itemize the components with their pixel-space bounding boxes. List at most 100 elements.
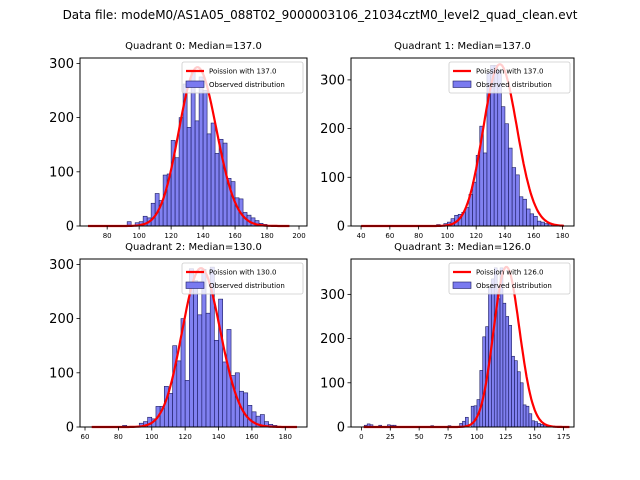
x-tick-label: 80 (414, 232, 423, 240)
histogram-bar (218, 298, 224, 428)
histogram-bar (247, 405, 253, 428)
x-tick-label: 60 (385, 232, 394, 240)
x-tick-label: 180 (260, 232, 273, 240)
x-tick-label: 160 (245, 433, 258, 441)
histogram-bar (508, 325, 512, 428)
subplot-title: Quadrant 3: Median=126.0 (394, 242, 531, 253)
x-tick-label: 140 (196, 232, 209, 240)
y-tick-label: 300 (49, 57, 74, 72)
histogram-bar (197, 314, 203, 428)
subplot-quadrant-2: Quadrant 2: Median=130.0 0 100 200 300 60 80 1… (49, 242, 308, 441)
x-tick-label: 100 (145, 433, 158, 441)
histogram-bar (214, 339, 219, 428)
x-tick-label: 140 (212, 433, 225, 441)
legend-entry-poisson: Poission with 126.0 (476, 269, 544, 277)
histogram-bar (497, 69, 502, 227)
histogram-bar (202, 90, 208, 227)
histogram-bar (537, 220, 542, 227)
histogram-bar (496, 298, 501, 428)
histogram-bar (483, 152, 488, 227)
histogram-bar (508, 147, 513, 227)
histogram-bar (505, 316, 510, 428)
histogram-bar (501, 106, 506, 227)
legend-bar-swatch (452, 281, 472, 289)
legend-entry-observed: Observed distribution (209, 282, 285, 290)
x-tick-label: 120 (178, 433, 191, 441)
legend-box (181, 61, 304, 94)
histogram-bar (511, 355, 515, 428)
histogram-bar (206, 133, 212, 227)
y-tick-label: 100 (49, 366, 74, 381)
histogram-bar (472, 181, 477, 227)
x-tick-label: 75 (444, 433, 453, 441)
x-tick-label: 160 (228, 232, 241, 240)
histogram-bar (186, 127, 192, 227)
histogram-bar (528, 413, 533, 428)
histogram-bar (517, 371, 521, 428)
histogram-bar (176, 360, 182, 428)
axes-frame (350, 258, 575, 428)
histogram-bar (193, 280, 198, 428)
y-tick-label: 0 (337, 421, 345, 436)
histogram-bar (168, 393, 173, 428)
histogram-bar (519, 382, 524, 428)
histogram-bar (529, 213, 535, 227)
histogram-bar (190, 71, 196, 227)
histogram-bar (198, 76, 204, 227)
x-tick-label: 175 (557, 433, 570, 441)
x-tick-label: 180 (556, 232, 569, 240)
y-tick-label: 300 (49, 258, 74, 273)
x-tick-label: 180 (279, 433, 292, 441)
histogram-bar (194, 120, 200, 227)
legend-box (181, 262, 304, 295)
x-tick-label: 25 (386, 433, 395, 441)
y-tick-label: 0 (66, 220, 74, 235)
x-tick-label: 100 (441, 232, 454, 240)
x-tick-label: 80 (114, 433, 123, 441)
histogram-bar (178, 117, 184, 227)
histogram-bar (502, 302, 507, 428)
subplot-quadrant-1: Quadrant 1: Median=137.0 0 100 200 300 40 60 8… (320, 41, 575, 240)
x-tick-label: 50 (415, 433, 424, 441)
y-tick-label: 300 (320, 288, 345, 303)
y-tick-label: 300 (320, 73, 345, 88)
x-tick-label: 100 (132, 232, 145, 240)
histogram-bar (491, 278, 495, 428)
legend: Poission with 126.0 Observed distribution (448, 262, 571, 295)
histogram-bar (222, 361, 228, 428)
legend-entry-observed: Observed distribution (476, 81, 552, 89)
x-tick-label: 120 (469, 232, 482, 240)
legend-bar-swatch (185, 281, 205, 289)
histogram-bar (210, 122, 216, 227)
y-tick-label: 200 (49, 312, 74, 327)
histogram-bar (540, 221, 545, 227)
histogram-bar (526, 208, 531, 227)
legend: Poission with 130.0 Observed distribution (181, 262, 304, 295)
histogram-bar (243, 392, 249, 428)
y-tick-label: 0 (337, 220, 345, 235)
x-tick-label: 200 (292, 232, 305, 240)
y-tick-label: 100 (49, 165, 74, 180)
histogram-bar (519, 196, 524, 227)
histogram-bar (251, 411, 257, 428)
axes-frame (350, 57, 575, 227)
histogram-bar (533, 215, 538, 227)
subplot-title: Quadrant 0: Median=137.0 (125, 41, 262, 52)
y-tick-label: 200 (320, 332, 345, 347)
histogram-bar (511, 167, 517, 227)
y-tick-label: 0 (66, 421, 74, 436)
histogram-bar (531, 420, 536, 428)
legend: Poission with 137.0 Observed distribution (181, 61, 304, 94)
histogram-bar (515, 174, 520, 227)
legend-bar-swatch (185, 80, 205, 88)
x-tick-label: 125 (499, 433, 512, 441)
histogram-bar (504, 123, 509, 227)
histogram-bar (522, 404, 527, 428)
histogram-bar (150, 202, 156, 227)
histogram-bar (230, 181, 236, 227)
y-tick-label: 200 (49, 111, 74, 126)
histogram-bar (534, 421, 538, 428)
x-tick-label: 150 (528, 433, 541, 441)
legend-entry-observed: Observed distribution (209, 81, 285, 89)
